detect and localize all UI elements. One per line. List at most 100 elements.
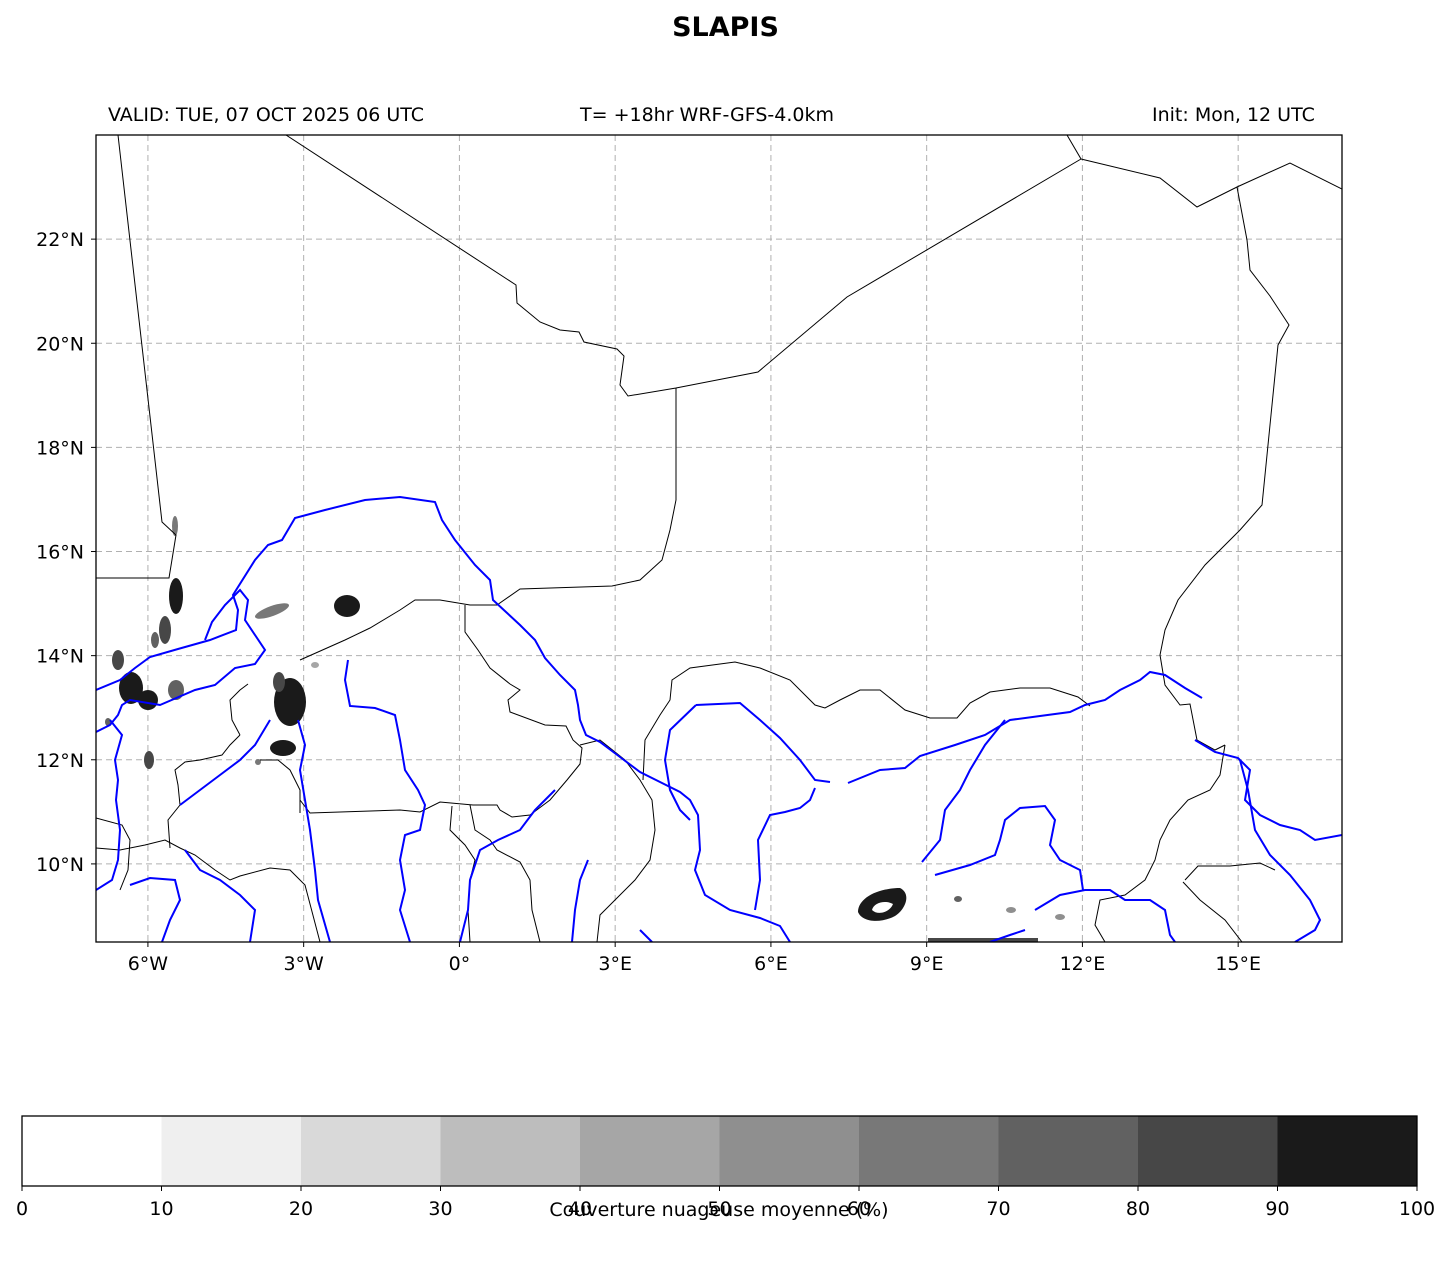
lat-tick-label: 16°N	[36, 542, 84, 564]
cloud-patch	[138, 690, 158, 710]
river-branch	[754, 787, 816, 911]
lon-tick-label: 3°W	[283, 953, 324, 975]
benue-river	[847, 670, 1203, 784]
forecast-run-label: T= +18hr WRF-GFS-4.0km	[580, 104, 834, 126]
colorbar-tick-label: 100	[1398, 1198, 1436, 1220]
colorbar-swatch	[859, 1116, 999, 1186]
border-line	[1094, 744, 1226, 942]
cloud-patch	[858, 888, 907, 921]
river-branch	[921, 719, 1006, 863]
colorbar-tick-label: 50	[707, 1198, 732, 1220]
colorbar-tick-label: 30	[428, 1198, 453, 1220]
border-line	[96, 817, 131, 891]
cloud-patch	[254, 603, 290, 619]
valid-time-label: VALID: TUE, 07 OCT 2025 06 UTC	[108, 104, 424, 126]
lon-tick-label: 15°E	[1215, 953, 1261, 975]
river-branch	[1239, 759, 1322, 942]
cloud-patch	[273, 672, 285, 692]
colorbar-swatch	[1138, 1116, 1278, 1186]
river-branch	[695, 701, 831, 783]
border-line	[642, 661, 1091, 781]
border-line	[96, 135, 177, 579]
river-branch	[96, 588, 267, 733]
lon-tick-label: 0°	[449, 953, 471, 975]
chari-river	[1194, 739, 1342, 842]
cloud-patch	[1006, 907, 1016, 913]
cloud-patch	[311, 662, 319, 668]
colorbar-swatch	[161, 1116, 302, 1186]
chart-title: SLAPIS	[672, 12, 779, 43]
colorbar	[21, 1116, 1418, 1191]
lat-tick-label: 20°N	[36, 333, 84, 355]
rivers	[96, 495, 1342, 942]
colorbar-swatch	[301, 1116, 441, 1186]
colorbar-tick-label: 80	[1125, 1198, 1151, 1220]
colorbar-swatch	[719, 1116, 860, 1186]
cloud-patch	[168, 680, 184, 700]
river-branch	[571, 859, 589, 942]
colorbar-swatch	[998, 1116, 1139, 1186]
lat-tick-label: 12°N	[36, 750, 84, 772]
river-branch	[989, 929, 1026, 942]
colorbar-tick-label: 90	[1265, 1198, 1290, 1220]
lat-tick-label: 18°N	[36, 437, 84, 459]
colorbar-title: Couverture nuageuse moyenne (%)	[549, 1199, 889, 1221]
cloud-patch	[928, 938, 1038, 942]
border-line	[229, 683, 249, 736]
niger-river	[96, 495, 791, 942]
river-branch	[96, 719, 124, 891]
lon-tick-label: 12°E	[1060, 953, 1106, 975]
gridlines	[96, 135, 1342, 942]
river-branch	[934, 804, 1084, 891]
cloud-patch	[172, 516, 178, 536]
border-line	[1080, 158, 1342, 208]
cloud-patch	[105, 718, 111, 726]
colorbar-tick-label: 70	[986, 1198, 1011, 1220]
river-branch	[1034, 889, 1176, 942]
colorbar-tick-label: 60	[846, 1198, 872, 1220]
cloud-patch	[169, 578, 183, 614]
country-borders	[96, 135, 1342, 942]
colorbar-tick-label: 20	[288, 1198, 314, 1220]
lon-tick-label: 9°E	[910, 953, 944, 975]
cloud-patch	[151, 632, 159, 648]
cloud-patch	[119, 672, 143, 704]
river-branch	[297, 719, 331, 942]
border-line	[96, 839, 321, 942]
river-branch	[129, 876, 182, 942]
border-line	[167, 734, 241, 849]
cloud-patch	[954, 896, 962, 902]
border-line	[1182, 881, 1243, 942]
cloud-patch	[255, 759, 261, 765]
cloud-cover-layer	[105, 516, 1065, 942]
cloud-patch	[112, 650, 124, 670]
colorbar-swatch	[440, 1116, 581, 1186]
longitude-axis: 6°W 3°W 0° 3°E 6°E 9°E 12°E 15°E	[128, 942, 1261, 975]
border-line	[299, 388, 677, 661]
colorbar-frame	[21, 1115, 1418, 1187]
cloud-patch	[270, 740, 296, 756]
border-line	[1159, 186, 1290, 751]
colorbar-swatch	[1277, 1116, 1418, 1186]
cloud-patch	[334, 595, 360, 617]
volta-river	[343, 659, 427, 942]
lon-tick-label: 6°E	[754, 953, 788, 975]
lat-tick-label: 14°N	[36, 646, 84, 668]
latitude-axis: 22°N 20°N 18°N 16°N 14°N 10°N 12°N	[36, 229, 96, 876]
colorbar-swatch	[580, 1116, 720, 1186]
river-branch	[459, 789, 556, 942]
border-line	[1184, 862, 1276, 881]
lat-tick-label: 22°N	[36, 229, 84, 251]
border-line	[285, 135, 1082, 397]
colorbar-tick-label: 40	[567, 1198, 593, 1220]
river-branch	[179, 719, 271, 806]
cloud-patch	[144, 751, 154, 769]
colorbar-tick-label: 10	[149, 1198, 174, 1220]
border-line	[469, 804, 541, 942]
lat-tick-label: 10°N	[36, 854, 84, 876]
river-branch	[184, 849, 257, 942]
cloud-patch	[159, 616, 171, 644]
border-line	[260, 759, 301, 813]
river-branch	[663, 704, 697, 821]
